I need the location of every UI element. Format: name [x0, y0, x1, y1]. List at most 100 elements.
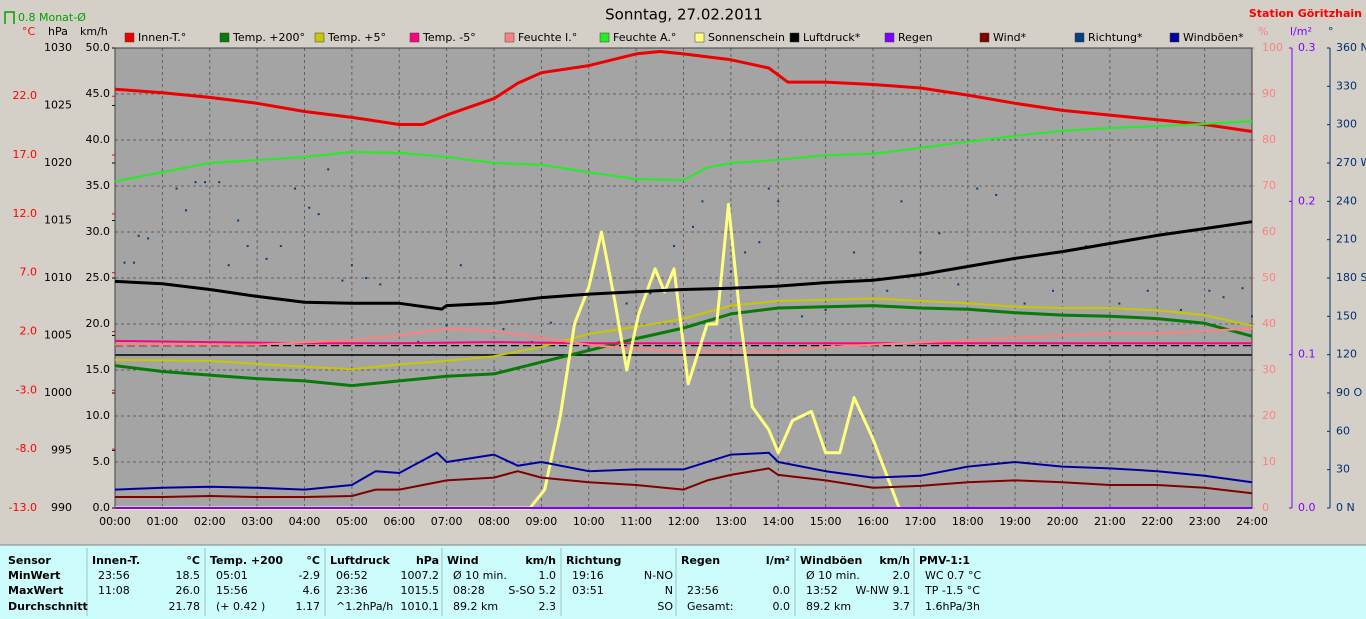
direction-dot	[919, 251, 922, 254]
y-tick-label: 210	[1336, 233, 1357, 246]
legend-label: Temp. +200°	[232, 31, 305, 44]
table-cell: 1.0	[539, 569, 557, 582]
direction-dot	[1146, 289, 1149, 292]
legend-label: Wind*	[993, 31, 1027, 44]
column-header: PMV-1:1	[919, 554, 970, 567]
column-unit: °C	[306, 554, 320, 567]
legend-label: Innen-T.°	[138, 31, 186, 44]
axis-unit: °	[1328, 25, 1334, 38]
series-line	[115, 467, 1253, 498]
x-tick-label: 07:00	[431, 515, 463, 528]
x-tick-label: 20:00	[1047, 515, 1079, 528]
y-tick-label: 150	[1336, 309, 1357, 322]
table-cell: 13:52	[806, 584, 838, 597]
column-header: Richtung	[566, 554, 621, 567]
direction-dot	[1052, 289, 1055, 292]
y-tick-label: -3.0	[16, 383, 37, 396]
direction-dot	[123, 261, 126, 264]
legend-label: Luftdruck*	[803, 31, 861, 44]
y-tick-label: 2.0	[20, 325, 38, 338]
table-cell: 1010.1	[401, 600, 440, 613]
direction-dot	[204, 181, 207, 184]
legend-label: Sonnenschein	[708, 31, 785, 44]
direction-dot	[1179, 308, 1182, 311]
y-tick-label: 20	[1262, 409, 1276, 422]
y-tick-label: 12.0	[13, 207, 38, 220]
table-cell: 0.0	[773, 600, 791, 613]
direction-dot	[691, 225, 694, 228]
y-tick-label: 270 W	[1336, 156, 1366, 169]
y-tick-label: 360 N	[1336, 41, 1366, 54]
y-tick-label: 0.2	[1298, 194, 1316, 207]
direction-dot	[459, 264, 462, 267]
axis-unit: %	[1258, 25, 1268, 38]
column-header: Innen-T.	[92, 554, 140, 567]
y-tick-label: 60	[1262, 225, 1276, 238]
x-tick-label: 04:00	[289, 515, 321, 528]
table-cell: S-SO 5.2	[508, 584, 556, 597]
direction-dot	[365, 277, 368, 279]
axis-unit: l/m²	[1290, 25, 1312, 38]
legend-swatch	[789, 32, 800, 43]
direction-dot	[379, 283, 382, 286]
y-tick-label: 180 S	[1336, 271, 1366, 284]
x-tick-label: 18:00	[952, 515, 984, 528]
table-cell: 18.5	[176, 569, 201, 582]
direction-dot	[744, 251, 747, 254]
direction-dot	[185, 209, 188, 212]
x-tick-label: 24:00	[1236, 515, 1268, 528]
table-cell: 26.0	[176, 584, 201, 597]
series-line	[115, 202, 901, 510]
x-tick-label: 10:00	[573, 515, 605, 528]
direction-dot	[132, 261, 135, 264]
direction-dot	[265, 257, 268, 260]
table-cell: 1.17	[296, 600, 321, 613]
table-cell: N	[665, 584, 673, 597]
y-tick-label: 50	[1262, 271, 1276, 284]
legend-swatch	[504, 32, 515, 43]
table-cell: 89.2 km	[453, 600, 498, 613]
axis-unit: km/h	[80, 25, 108, 38]
column-header: Windböen	[800, 554, 862, 567]
table-cell: 23:56	[687, 584, 719, 597]
x-tick-label: 17:00	[905, 515, 937, 528]
y-tick-label: 22.0	[13, 89, 38, 102]
legend-swatch	[979, 32, 990, 43]
direction-dot	[587, 347, 590, 350]
direction-dot	[294, 187, 297, 190]
table-cell: W-NW 9.1	[856, 584, 911, 597]
direction-dot	[1118, 302, 1121, 305]
x-tick-label: 05:00	[336, 515, 368, 528]
legend-label: Temp. -5°	[422, 31, 476, 44]
station-name: Station Göritzhain	[1249, 7, 1362, 20]
x-tick-label: 19:00	[999, 515, 1031, 528]
table-cell: 23:36	[336, 584, 368, 597]
axis-unit: °C	[22, 25, 36, 38]
column-unit: km/h	[879, 554, 910, 567]
legend-label: Richtung*	[1088, 31, 1143, 44]
y-tick-label: 35.0	[86, 179, 111, 192]
direction-dot	[445, 324, 448, 327]
table-cell: 15:56	[216, 584, 248, 597]
chart-title: Sonntag, 27.02.2011	[605, 6, 763, 24]
y-tick-label: 50.0	[86, 41, 111, 54]
series-line	[114, 451, 1253, 491]
direction-dot	[350, 264, 353, 267]
legend-swatch	[409, 32, 420, 43]
x-tick-label: 15:00	[810, 515, 842, 528]
table-cell: SO	[657, 600, 673, 613]
x-tick-label: 11:00	[620, 515, 652, 528]
y-tick-label: 1005	[44, 329, 72, 342]
direction-dot	[957, 283, 960, 286]
legend-swatch	[314, 32, 325, 43]
series-line	[114, 304, 1253, 388]
table-cell: 06:52	[336, 569, 368, 582]
x-tick-label: 09:00	[526, 515, 558, 528]
table-cell: 4.6	[303, 584, 321, 597]
direction-dot	[900, 200, 903, 203]
y-tick-label: 120	[1336, 348, 1357, 361]
monthly-avg-icon	[4, 11, 15, 24]
direction-dot	[886, 289, 889, 292]
direction-dot	[625, 302, 628, 305]
row-label: MinWert	[8, 569, 60, 582]
